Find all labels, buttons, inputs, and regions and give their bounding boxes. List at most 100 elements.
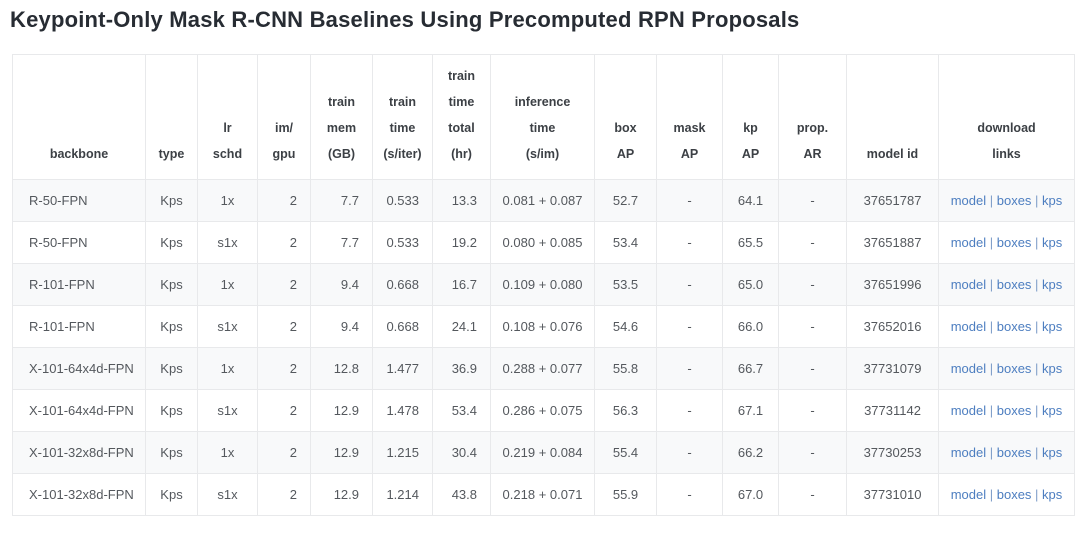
cell-prop-ar: - [778,431,847,474]
cell-model-id: 37651787 [846,179,939,222]
cell-lr-schd: s1x [197,221,258,264]
model-link[interactable]: model [950,487,987,502]
cell-train-time-total: 36.9 [432,347,491,390]
boxes-link[interactable]: boxes [996,487,1032,502]
cell-box-ap: 55.4 [594,431,657,474]
boxes-link[interactable]: boxes [996,193,1032,208]
kps-link[interactable]: kps [1042,319,1063,334]
header-line: links [992,147,1021,161]
cell-download-links: model | boxes | kps [938,389,1075,432]
cell-model-id: 37651887 [846,221,939,264]
header-row: backbone type lr schd im/gpu train mem (GB) trai… [12,54,1075,180]
column-header-model-id: model id [846,54,939,180]
kps-link[interactable]: kps [1042,277,1063,292]
header-line: mask [673,121,706,135]
kps-link[interactable]: kps [1042,193,1063,208]
cell-type: Kps [145,179,198,222]
link-separator: | [986,445,997,460]
cell-train-time: 1.477 [372,347,433,390]
header-line: (s/im) [525,147,560,161]
model-link[interactable]: model [950,193,987,208]
column-header-train-time-total: train time total (hr) [432,54,491,180]
cell-prop-ar: - [778,473,847,516]
cell-im-gpu: 2 [257,347,311,390]
column-header-train-mem: train mem (GB) [310,54,373,180]
cell-type: Kps [145,347,198,390]
cell-prop-ar: - [778,389,847,432]
link-separator: | [986,319,997,334]
link-separator: | [986,403,997,418]
cell-prop-ar: - [778,221,847,264]
cell-train-time: 1.215 [372,431,433,474]
cell-box-ap: 55.8 [594,347,657,390]
cell-lr-schd: s1x [197,389,258,432]
model-link[interactable]: model [950,235,987,250]
cell-backbone: X-101-64x4d-FPN [12,347,146,390]
cell-prop-ar: - [778,179,847,222]
kps-link[interactable]: kps [1042,445,1063,460]
baselines-table: backbone type lr schd im/gpu train mem (GB) trai… [12,54,1075,516]
kps-link[interactable]: kps [1042,487,1063,502]
cell-kp-ap: 66.0 [722,305,779,348]
header-line: time [529,121,556,135]
boxes-link[interactable]: boxes [996,403,1032,418]
cell-download-links: model | boxes | kps [938,431,1075,474]
cell-inference-time: 0.108 + 0.076 [490,305,595,348]
link-separator: | [1031,277,1043,292]
boxes-link[interactable]: boxes [996,235,1032,250]
cell-kp-ap: 66.2 [722,431,779,474]
cell-train-mem: 12.9 [310,389,373,432]
model-link[interactable]: model [950,361,987,376]
model-link[interactable]: model [950,403,987,418]
link-separator: | [1031,487,1043,502]
cell-prop-ar: - [778,305,847,348]
cell-kp-ap: 64.1 [722,179,779,222]
header-line: inference [514,95,571,109]
cell-backbone: X-101-32x8d-FPN [12,473,146,516]
header-line: time [448,95,475,109]
boxes-link[interactable]: boxes [996,361,1032,376]
kps-link[interactable]: kps [1042,403,1063,418]
cell-model-id: 37730253 [846,431,939,474]
cell-lr-schd: s1x [197,305,258,348]
cell-lr-schd: 1x [197,347,258,390]
cell-train-mem: 12.9 [310,473,373,516]
cell-type: Kps [145,473,198,516]
cell-train-time: 0.668 [372,263,433,306]
cell-im-gpu: 2 [257,431,311,474]
cell-type: Kps [145,305,198,348]
model-link[interactable]: model [950,319,987,334]
cell-inference-time: 0.218 + 0.071 [490,473,595,516]
cell-box-ap: 56.3 [594,389,657,432]
column-header-lr-schd: lr schd [197,54,258,180]
header-line: model id [866,147,919,161]
model-link[interactable]: model [950,445,987,460]
column-header-download-links: download links [938,54,1075,180]
cell-im-gpu: 2 [257,179,311,222]
column-header-inference-time: inference time (s/im) [490,54,595,180]
cell-download-links: model | boxes | kps [938,179,1075,222]
header-line: AP [680,147,699,161]
model-link[interactable]: model [950,277,987,292]
cell-prop-ar: - [778,263,847,306]
cell-train-time: 0.533 [372,221,433,264]
column-header-prop-ar: prop. AR [778,54,847,180]
header-line: train [447,69,476,83]
cell-train-time-total: 53.4 [432,389,491,432]
kps-link[interactable]: kps [1042,235,1063,250]
boxes-link[interactable]: boxes [996,319,1032,334]
table-row: R-101-FPN Kps s1x 2 9.4 0.668 24.1 0.108 + 0.07… [12,305,1075,348]
boxes-link[interactable]: boxes [996,445,1032,460]
cell-backbone: X-101-64x4d-FPN [12,389,146,432]
cell-kp-ap: 67.1 [722,389,779,432]
cell-mask-ap: - [656,179,723,222]
header-line: lr [223,121,232,135]
header-line: AP [616,147,635,161]
cell-download-links: model | boxes | kps [938,347,1075,390]
cell-box-ap: 54.6 [594,305,657,348]
kps-link[interactable]: kps [1042,361,1063,376]
boxes-link[interactable]: boxes [996,277,1032,292]
link-separator: | [1031,193,1043,208]
header-line: gpu [272,147,296,161]
cell-train-time: 1.478 [372,389,433,432]
